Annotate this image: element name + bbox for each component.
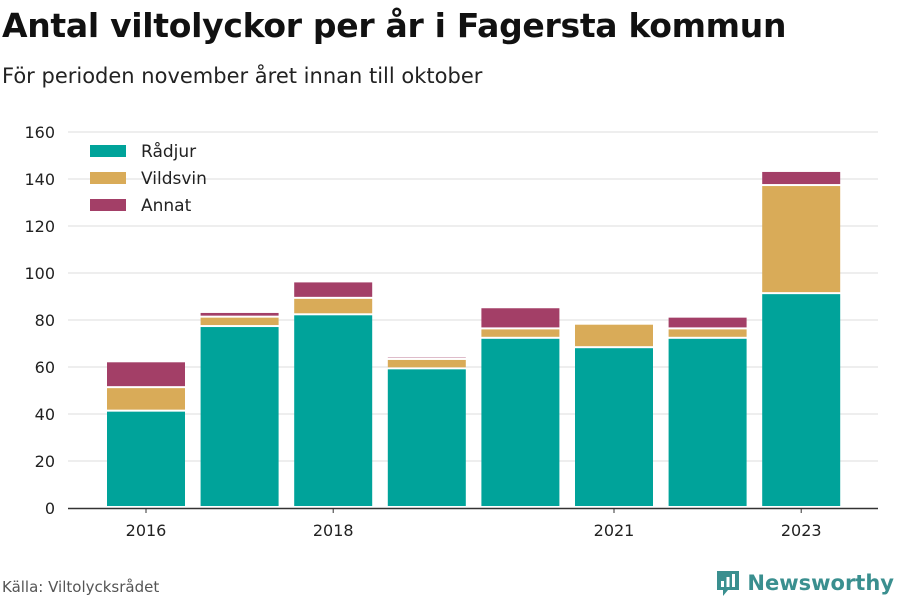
bar-chart-logo-icon: [717, 571, 740, 596]
bar-segment-rådjur: [200, 327, 279, 506]
y-tick-label: 60: [35, 358, 55, 377]
bar-segment-rådjur: [668, 338, 747, 506]
brand-name: Newsworthy: [747, 571, 894, 595]
chart-title: Antal viltolyckor per år i Fagersta komm…: [2, 6, 787, 45]
bar-segment-vildsvin: [294, 298, 373, 314]
bar-segment-vildsvin: [762, 186, 841, 293]
y-tick-label: 140: [24, 170, 55, 189]
y-tick-label: 0: [45, 499, 55, 518]
bar-segment-rådjur: [387, 369, 466, 506]
bar-segment-annat: [481, 308, 560, 328]
bar-segment-vildsvin: [200, 317, 279, 326]
bar-segment-vildsvin: [668, 329, 747, 337]
x-tick-label: 2021: [594, 521, 635, 540]
bar-segment-vildsvin: [575, 324, 653, 347]
axes: 0 20 40 60 80 100 120 140 160 2016 2018 2021 2023: [24, 123, 878, 540]
brand-logo[interactable]: Newsworthy: [715, 569, 894, 597]
bar-segment-vildsvin: [481, 329, 560, 337]
bar-segment-vildsvin: [387, 359, 466, 368]
legend: Rådjur Vildsvin Annat: [90, 141, 207, 216]
legend-label-annat: Annat: [141, 196, 192, 216]
bar-segment-rådjur: [575, 348, 653, 506]
x-tick-label: 2023: [781, 521, 822, 540]
bar-segment-annat: [294, 282, 373, 297]
bar-segment-annat: [762, 171, 841, 185]
y-tick-label: 120: [24, 217, 55, 236]
legend-label-rådjur: Rådjur: [141, 141, 196, 162]
bar-segment-annat: [200, 312, 279, 316]
y-tick-label: 100: [24, 264, 55, 283]
bar-segment-rådjur: [294, 315, 373, 506]
source-note: Källa: Viltolycksrådet: [2, 578, 160, 596]
bar-segment-rådjur: [481, 338, 560, 506]
legend-label-vildsvin: Vildsvin: [141, 169, 207, 189]
legend-swatch-rådjur: [90, 145, 126, 157]
legend-swatch-vildsvin: [90, 172, 126, 184]
bar-segment-annat: [107, 362, 185, 387]
chart-subtitle: För perioden november året innan till ok…: [2, 64, 483, 88]
bars: [107, 171, 841, 506]
x-tick-label: 2018: [313, 521, 354, 540]
y-tick-label: 20: [35, 452, 55, 471]
bar-segment-rådjur: [107, 411, 185, 506]
y-tick-label: 80: [35, 311, 55, 330]
y-tick-label: 160: [24, 123, 55, 142]
bar-segment-annat: [668, 317, 747, 328]
legend-swatch-annat: [90, 199, 126, 211]
bar-segment-rådjur: [762, 294, 841, 506]
x-tick-label: 2016: [126, 521, 167, 540]
bar-segment-vildsvin: [107, 388, 185, 410]
y-tick-label: 40: [35, 405, 55, 424]
